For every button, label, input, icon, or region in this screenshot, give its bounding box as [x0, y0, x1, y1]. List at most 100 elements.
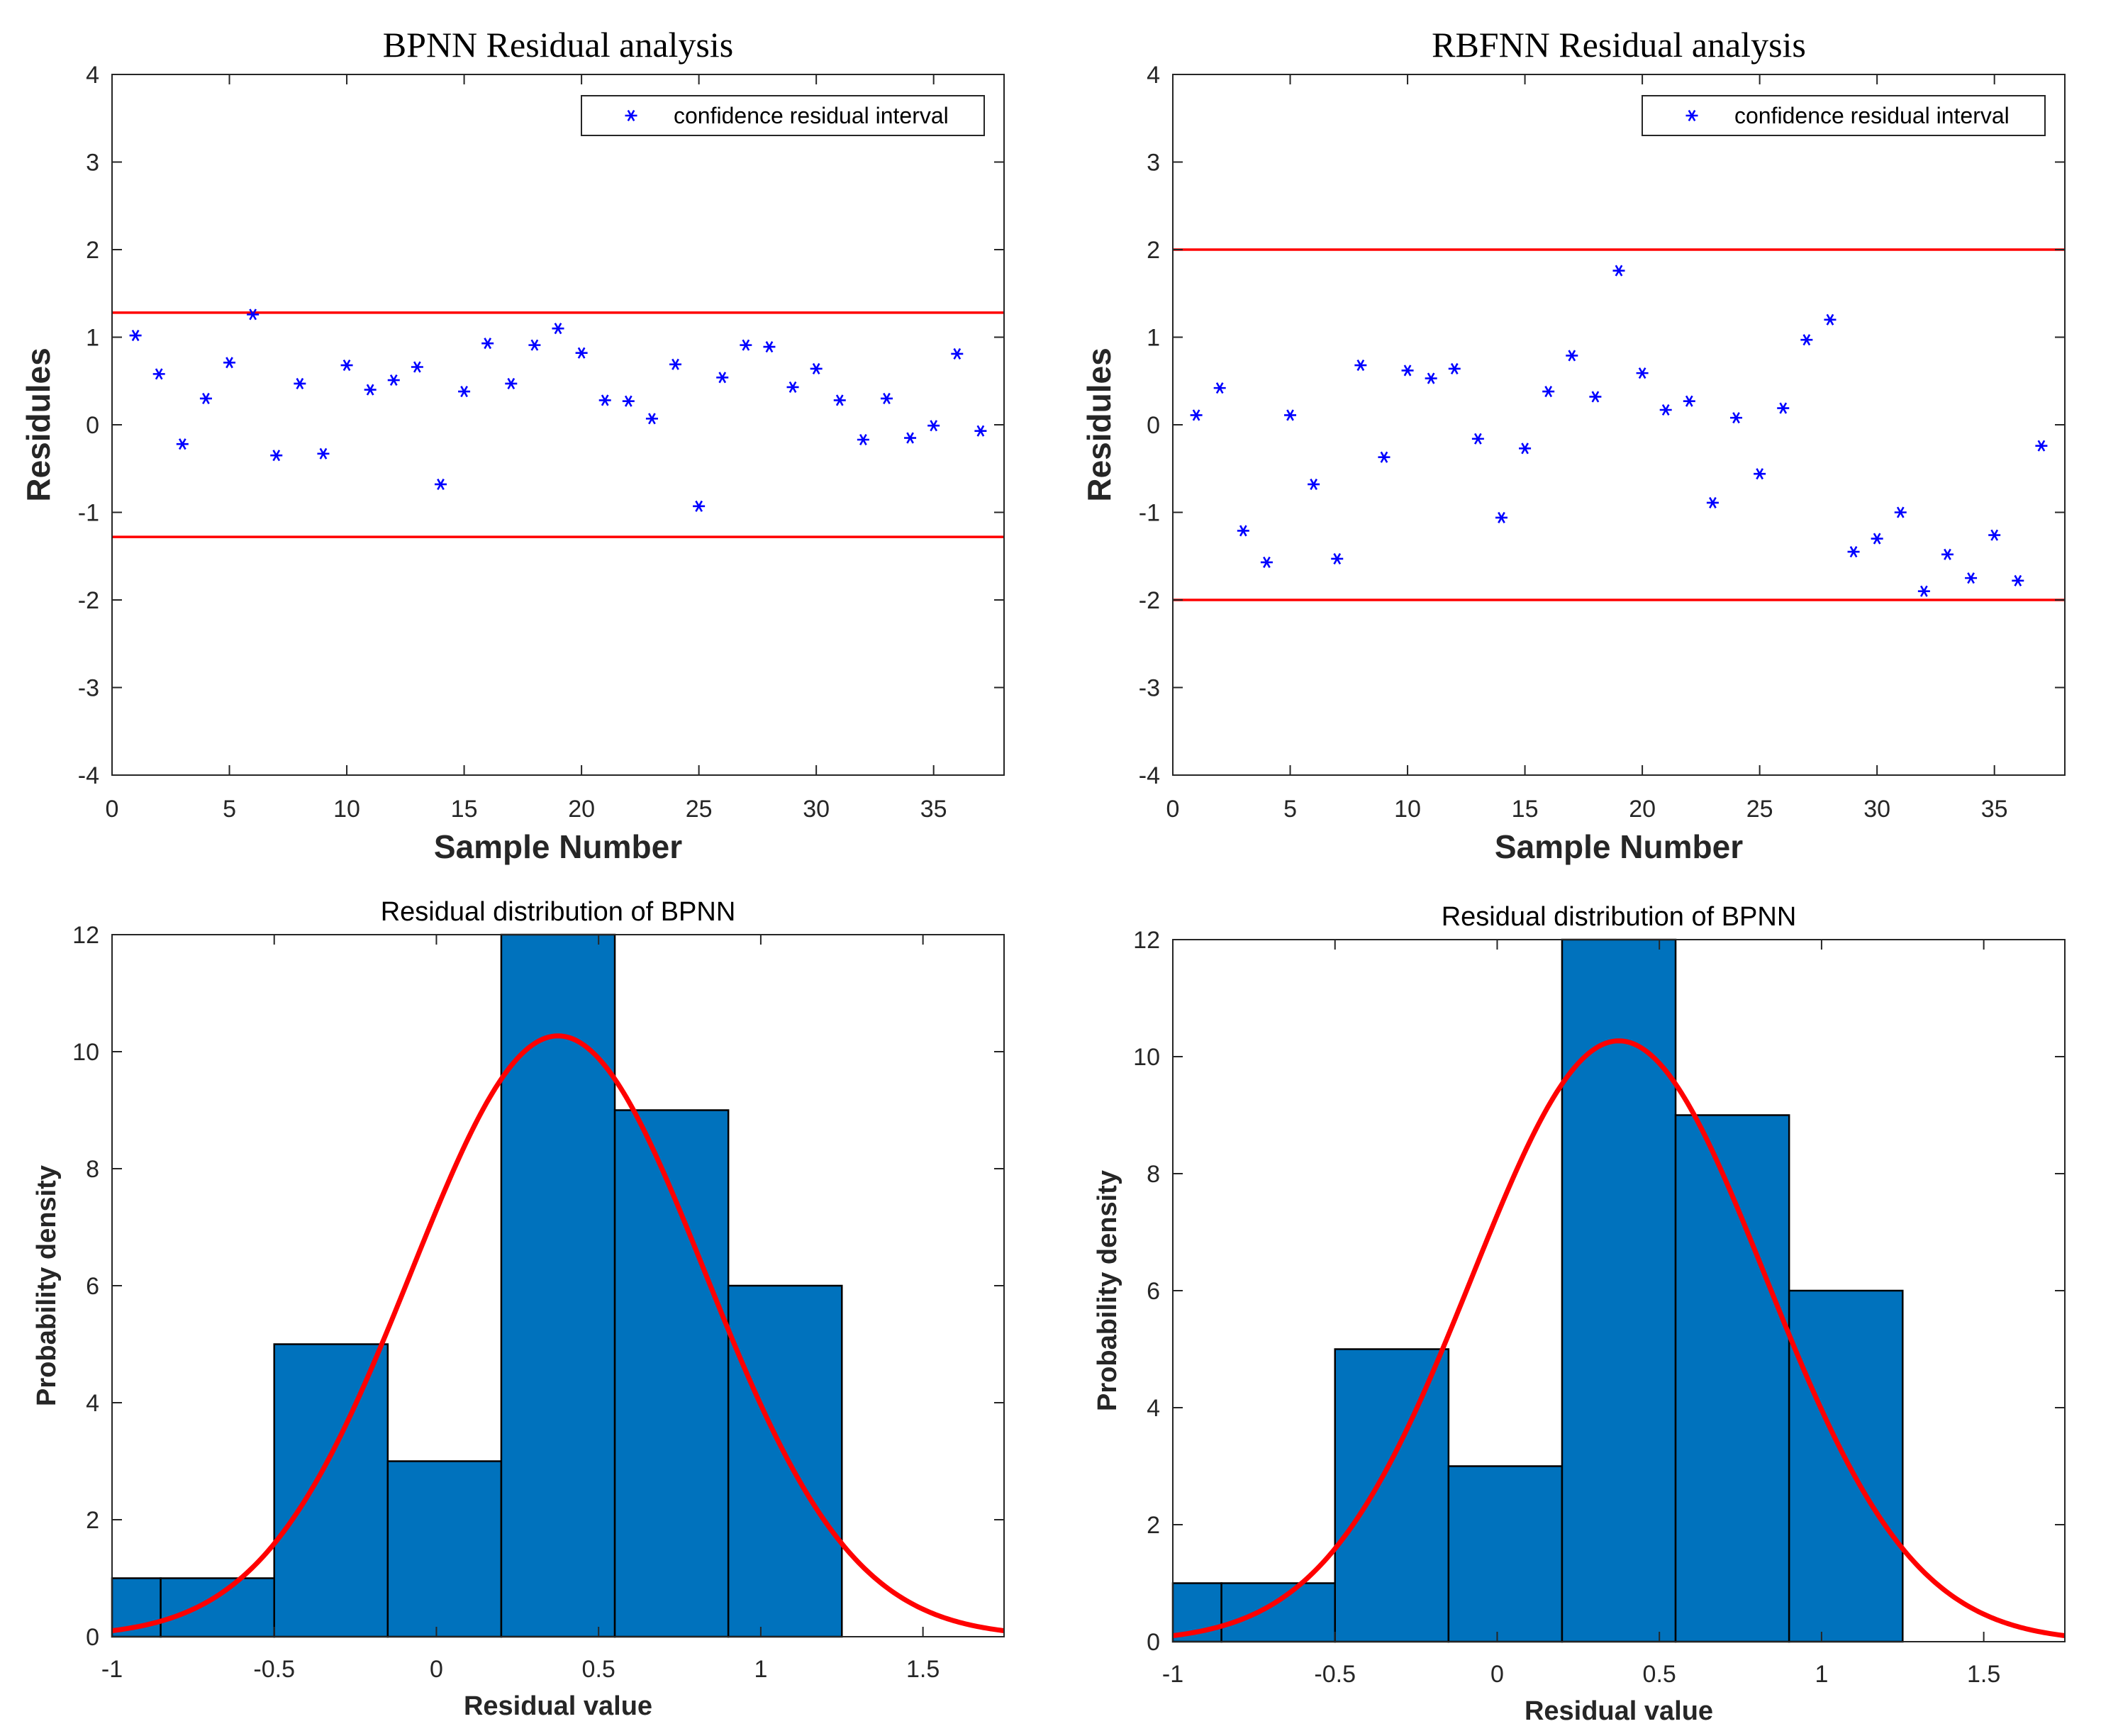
chart-title: RBFNN Residual analysis — [1432, 25, 1806, 65]
y-tick-label: -3 — [1139, 675, 1160, 702]
residual-point — [317, 447, 330, 460]
residual-point — [1706, 496, 1719, 508]
y-tick-label: 4 — [1147, 1395, 1160, 1422]
x-tick-label: 25 — [1746, 796, 1773, 823]
residual-point — [340, 359, 353, 372]
x-tick-label: 0 — [106, 796, 119, 823]
residual-point — [740, 339, 752, 351]
residual-point — [1871, 533, 1883, 545]
residual-point — [1471, 433, 1484, 445]
y-tick-label: 2 — [1147, 237, 1160, 264]
residual-point — [857, 433, 869, 446]
residual-point — [528, 339, 541, 351]
residual-point — [1636, 367, 1649, 379]
residual-point — [411, 361, 423, 373]
residual-point — [1284, 409, 1297, 421]
residual-point — [974, 425, 987, 437]
y-tick-label: 4 — [1147, 62, 1160, 89]
y-tick-label: 10 — [72, 1039, 99, 1066]
x-tick-label: 10 — [333, 796, 360, 823]
residual-point — [1331, 552, 1344, 564]
legend: confidence residual interval — [1642, 95, 2046, 136]
x-tick-label: 35 — [1981, 796, 2008, 823]
histogram-bar — [1220, 1582, 1336, 1643]
residual-point — [1777, 402, 1790, 414]
legend: confidence residual interval — [581, 95, 985, 136]
residual-point — [223, 357, 236, 369]
residual-point — [1683, 395, 1695, 407]
residual-point — [481, 338, 494, 350]
residual-point — [598, 394, 611, 406]
x-tick-label: 1 — [1815, 1661, 1828, 1688]
y-tick-label: 12 — [72, 922, 99, 949]
histogram-bar — [160, 1577, 275, 1638]
residual-point — [2035, 440, 2048, 452]
residual-point — [1847, 546, 1860, 558]
legend-label: confidence residual interval — [674, 103, 949, 128]
x-axis-label: Sample Number — [1495, 828, 1743, 865]
residual-point — [951, 347, 964, 360]
residual-point — [1519, 443, 1532, 455]
y-axis-label: Probability density — [32, 1165, 62, 1406]
y-tick-label: -1 — [1139, 500, 1160, 527]
histogram-bar — [1447, 1465, 1564, 1643]
histogram-bar — [386, 1460, 503, 1638]
normal-fit-curve — [1173, 1038, 2065, 1639]
x-tick-label: 5 — [1283, 796, 1297, 823]
residual-point — [810, 362, 823, 375]
x-tick-label: 1.5 — [1967, 1661, 2000, 1688]
chart-panel-3: -1 -0.5 0 0.5 1 1.5 0 2 4 6 8 10 12 Residual distribu… — [32, 897, 1005, 1721]
y-tick-label: 3 — [1147, 150, 1160, 177]
histogram-bar — [1674, 1114, 1790, 1643]
x-tick-label: 30 — [1863, 796, 1890, 823]
residual-point — [152, 368, 165, 380]
residual-point — [294, 377, 306, 389]
x-tick-label: 20 — [568, 796, 595, 823]
x-tick-label: 30 — [803, 796, 830, 823]
residual-point — [1308, 478, 1320, 491]
y-tick-label: 4 — [86, 62, 99, 89]
x-tick-label: 0 — [430, 1656, 443, 1683]
legend-label: confidence residual interval — [1734, 103, 2010, 128]
y-tick-label: -4 — [1139, 762, 1160, 789]
y-axis-label: Probability density — [1093, 1170, 1122, 1411]
x-tick-label: 5 — [223, 796, 236, 823]
x-tick-label: 0 — [1166, 796, 1180, 823]
x-tick-label: 35 — [920, 796, 947, 823]
residual-point — [880, 392, 893, 404]
residual-point — [364, 384, 377, 396]
residual-point — [904, 432, 917, 444]
normal-fit-curve — [112, 1033, 1004, 1634]
residual-point — [2012, 574, 2024, 586]
residual-point — [1800, 334, 1813, 346]
y-tick-label: 10 — [1133, 1044, 1160, 1071]
residual-point — [575, 347, 588, 359]
y-tick-label: 8 — [86, 1156, 99, 1183]
residual-point — [1917, 585, 1930, 597]
y-tick-label: 1 — [86, 325, 99, 352]
plot-area — [1173, 74, 2065, 775]
y-tick-label: 2 — [1147, 1512, 1160, 1539]
residual-point — [622, 395, 635, 407]
x-tick-label: 1.5 — [906, 1656, 940, 1683]
residual-point — [387, 374, 400, 386]
y-tick-label: 0 — [1147, 1629, 1160, 1656]
residual-point — [927, 420, 940, 432]
residual-point — [1190, 409, 1203, 421]
residual-point — [129, 329, 142, 342]
residual-point — [1260, 556, 1273, 568]
residual-point — [458, 386, 471, 398]
residual-point — [645, 413, 658, 425]
y-tick-label: -2 — [1139, 587, 1160, 614]
x-tick-label: 0.5 — [1643, 1661, 1676, 1688]
x-tick-label: -1 — [1162, 1661, 1183, 1688]
residual-point — [1213, 382, 1226, 394]
y-tick-label: 3 — [86, 150, 99, 177]
y-tick-label: 6 — [1147, 1278, 1160, 1305]
histogram-bar — [727, 1284, 843, 1638]
y-tick-label: 0 — [86, 1624, 99, 1651]
y-tick-label: 2 — [86, 237, 99, 264]
y-axis-label: Residules — [20, 347, 57, 501]
residual-point — [716, 372, 729, 384]
